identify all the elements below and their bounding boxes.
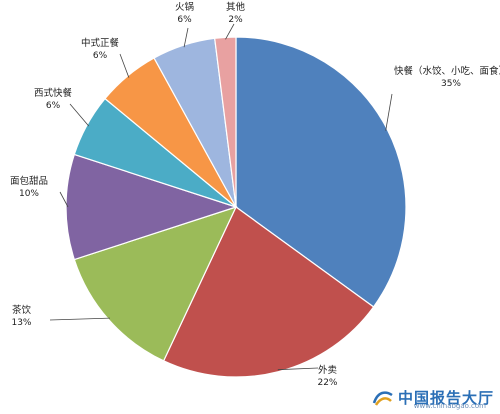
pie-slice — [65, 153, 238, 261]
slice-category-label: 其他 — [226, 1, 246, 13]
slice-category-label: 外卖 — [318, 364, 337, 376]
slice-percent-label: 6% — [177, 15, 192, 25]
leader-lines — [49, 23, 393, 371]
slice-category-label: 中式正餐 — [81, 37, 120, 49]
slice-category-label: 火锅 — [175, 2, 194, 13]
slice-percent-label: 22% — [317, 378, 337, 388]
slice-percent-label: 13% — [11, 318, 31, 328]
pie-slice — [73, 206, 238, 362]
slice-percent-label: 6% — [46, 101, 61, 111]
slice-category-label: 茶饮 — [12, 304, 32, 316]
watermark: 中国报告大厅 www.chinabgao.com — [372, 387, 494, 410]
brand-logo-icon — [372, 390, 393, 406]
leader-line — [69, 103, 90, 127]
leader-line — [59, 191, 69, 208]
slice-category-label: 快餐（水饺、小吃、面食） — [394, 65, 500, 77]
pie-slices — [65, 36, 407, 378]
leader-line — [225, 23, 235, 40]
slice-category-label: 面包甜品 — [10, 175, 48, 187]
leader-line — [49, 317, 111, 321]
watermark-brand-text: 中国报告大厅 — [397, 389, 494, 407]
pie-slice — [214, 36, 237, 208]
leader-line — [119, 53, 130, 78]
slice-labels: 快餐（水饺、小吃、面食） 35% 外卖 22% 茶饮 13% 面包甜品 10% 西式快餐 6% 中式… — [10, 1, 500, 388]
slice-percent-label: 6% — [93, 51, 108, 61]
slice-percent-label: 2% — [228, 15, 243, 25]
slice-percent-label: 35% — [441, 79, 461, 89]
slice-category-label: 西式快餐 — [34, 87, 73, 99]
leader-line — [183, 27, 189, 48]
slice-percent-label: 10% — [19, 189, 39, 199]
leader-line — [385, 93, 393, 131]
leader-line — [277, 367, 319, 371]
pie-slice — [235, 36, 407, 308]
watermark-url-text: www.chinabgao.com — [413, 402, 486, 410]
